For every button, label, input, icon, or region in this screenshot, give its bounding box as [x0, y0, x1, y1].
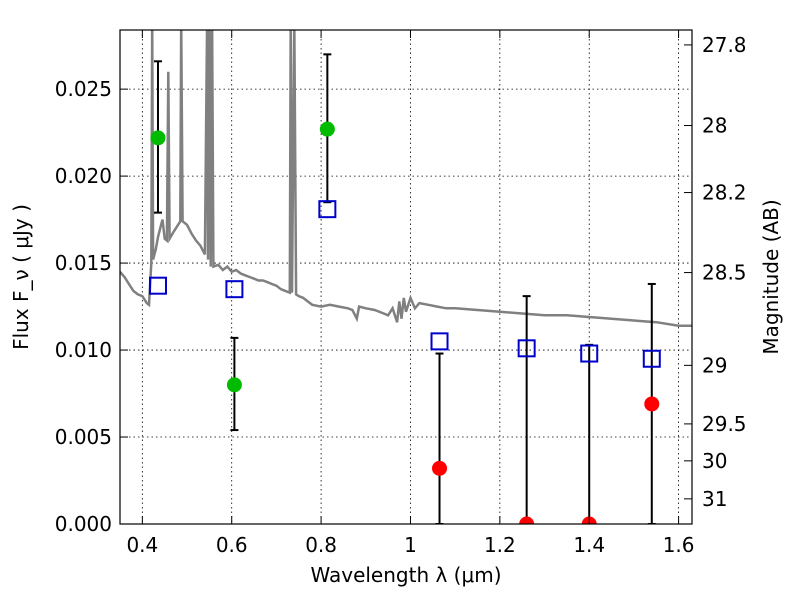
x-tick-label: 1: [404, 533, 417, 557]
model-photometry-square: [148, 276, 167, 295]
x-tick-label: 0.6: [216, 533, 248, 557]
observed-flux-green-dot: [150, 130, 166, 146]
x-axis-label: Wavelength λ (μm): [310, 563, 501, 587]
model-photometry-square: [318, 200, 337, 219]
y-tick-label: 0.025: [55, 77, 112, 101]
plot-frame: [119, 29, 693, 525]
y-tick-label: 0.005: [55, 425, 112, 449]
error-bars: [153, 53, 656, 524]
right-tick-label: 28.2: [702, 181, 747, 205]
y-tick-label: 0.020: [55, 164, 112, 188]
right-tick-label: 31: [702, 487, 727, 511]
right-axis-label: Magnitude (AB): [759, 199, 783, 354]
right-tick-label: 30: [702, 449, 727, 473]
right-tick-label: 28: [702, 114, 727, 138]
model-photometry-square: [517, 339, 536, 358]
y-tick-label: 0.015: [55, 251, 112, 275]
data-markers: [148, 121, 661, 524]
observed-flux-red-dot: [644, 396, 660, 412]
right-tick-label: 28.5: [702, 261, 747, 285]
right-tick-label: 29.5: [702, 412, 747, 436]
y-tick-label: 0.010: [55, 338, 112, 362]
model-photometry-square: [225, 280, 244, 299]
model-photometry-square: [580, 344, 599, 363]
y-tick-label: 0.000: [55, 512, 112, 536]
tick-labels: 0.4 0.6 0.8 1 1.2 1.4 1.6 0.000 0.005 0.010 0.015 0…: [55, 33, 747, 557]
right-tick-label: 27.8: [702, 33, 747, 57]
x-tick-label: 0.4: [126, 533, 158, 557]
axis-ticks: [120, 30, 692, 525]
y-axis-label: Flux F_ν ( μJy ): [9, 204, 33, 350]
x-tick-label: 1.6: [663, 533, 695, 557]
observed-flux-green-dot: [319, 121, 335, 137]
observed-flux-red-dot: [432, 460, 448, 476]
observed-flux-red-dot: [519, 516, 535, 524]
x-tick-label: 1.4: [573, 533, 605, 557]
model-photometry-square: [642, 349, 661, 368]
right-tick-label: 29: [702, 353, 727, 377]
model-spectrum-line: [120, 30, 692, 327]
x-tick-label: 0.8: [305, 533, 337, 557]
x-tick-label: 1.2: [484, 533, 516, 557]
plot-area: [120, 30, 692, 524]
model-photometry-square: [430, 332, 449, 351]
observed-flux-green-dot: [226, 377, 242, 393]
